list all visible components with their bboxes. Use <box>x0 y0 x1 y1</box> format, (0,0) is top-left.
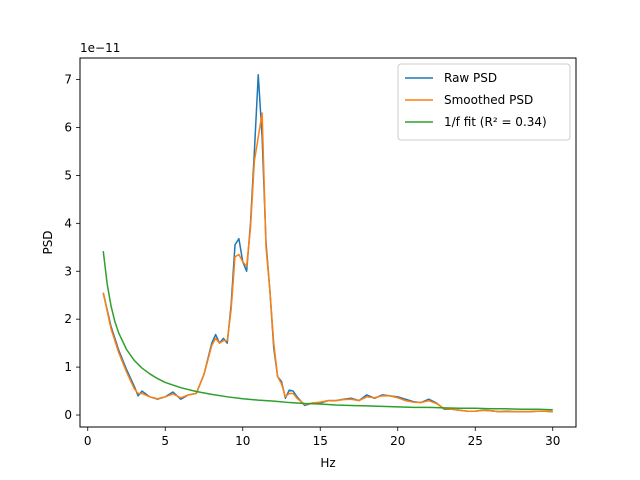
x-tick-label: 0 <box>84 434 92 448</box>
legend: Raw PSD Smoothed PSD 1/f fit (R² = 0.34) <box>397 63 571 141</box>
series-line-3 <box>102 251 553 411</box>
y-tick-label: 5 <box>64 168 72 182</box>
x-tick-label: 30 <box>545 434 560 448</box>
legend-entry: Raw PSD <box>444 71 497 85</box>
y-tick-label: 0 <box>64 408 72 422</box>
y-tick-label: 4 <box>64 216 72 230</box>
x-tick-label: 10 <box>235 434 250 448</box>
x-tick-label: 20 <box>390 434 405 448</box>
y-tick-label: 7 <box>64 73 72 87</box>
x-tick-label: 15 <box>313 434 328 448</box>
y-tick-label: 3 <box>64 264 72 278</box>
x-axis-label: Hz <box>320 456 335 470</box>
x-axis: 0 5 10 15 20 25 30 <box>84 427 560 448</box>
axes-frame <box>79 57 577 428</box>
y-tick-label: 1 <box>64 360 72 374</box>
x-tick-label: 5 <box>161 434 169 448</box>
y-tick-label: 2 <box>64 312 72 326</box>
legend-entry: Smoothed PSD <box>444 93 533 107</box>
y-offset-text: 1e−11 <box>80 41 120 55</box>
legend-box <box>397 63 571 141</box>
y-tick-label: 6 <box>64 120 72 134</box>
series-line-2 <box>102 112 553 413</box>
x-tick-label: 25 <box>468 434 483 448</box>
y-axis: 0 1 2 3 4 5 6 7 <box>64 73 80 422</box>
y-axis-label: PSD <box>41 230 55 254</box>
legend-entry: 1/f fit (R² = 0.34) <box>444 115 547 129</box>
series-group <box>102 74 553 413</box>
